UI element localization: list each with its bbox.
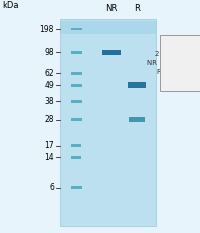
Text: 17: 17	[44, 141, 54, 150]
Text: 2.5 μg loading
NR = Non-reduced
R = Reduced: 2.5 μg loading NR = Non-reduced R = Redu…	[147, 51, 200, 75]
Text: 14: 14	[44, 153, 54, 162]
Bar	[102, 50, 120, 55]
Bar	[71, 156, 81, 159]
Bar	[60, 21, 156, 34]
Text: 28: 28	[44, 115, 54, 124]
Bar	[60, 19, 156, 226]
Text: kDa: kDa	[2, 1, 18, 10]
Bar	[70, 51, 82, 54]
Text: 6: 6	[49, 183, 54, 192]
Bar	[128, 82, 146, 88]
Bar	[71, 144, 81, 147]
Text: 49: 49	[44, 81, 54, 89]
Bar	[70, 72, 82, 75]
Text: R: R	[134, 4, 140, 13]
Bar	[70, 186, 82, 189]
Bar	[160, 35, 200, 91]
Bar	[70, 118, 82, 121]
Bar	[70, 28, 82, 30]
Bar	[129, 117, 145, 122]
Text: 98: 98	[44, 48, 54, 57]
Text: 198: 198	[40, 25, 54, 34]
Text: 38: 38	[44, 97, 54, 106]
Bar	[70, 83, 82, 86]
Bar	[70, 100, 82, 103]
Text: NR: NR	[105, 4, 117, 13]
Text: 62: 62	[44, 69, 54, 78]
